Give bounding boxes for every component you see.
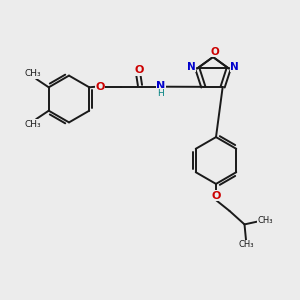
Text: N: N <box>156 80 166 91</box>
Text: CH₃: CH₃ <box>25 120 41 129</box>
Text: CH₃: CH₃ <box>238 240 254 249</box>
Text: O: O <box>95 82 104 92</box>
Text: N: N <box>230 62 239 72</box>
Text: CH₃: CH₃ <box>257 216 273 225</box>
Text: O: O <box>135 65 144 75</box>
Text: O: O <box>211 191 221 201</box>
Text: CH₃: CH₃ <box>25 69 41 78</box>
Text: O: O <box>210 46 219 57</box>
Text: H: H <box>158 89 164 98</box>
Text: N: N <box>187 62 196 72</box>
